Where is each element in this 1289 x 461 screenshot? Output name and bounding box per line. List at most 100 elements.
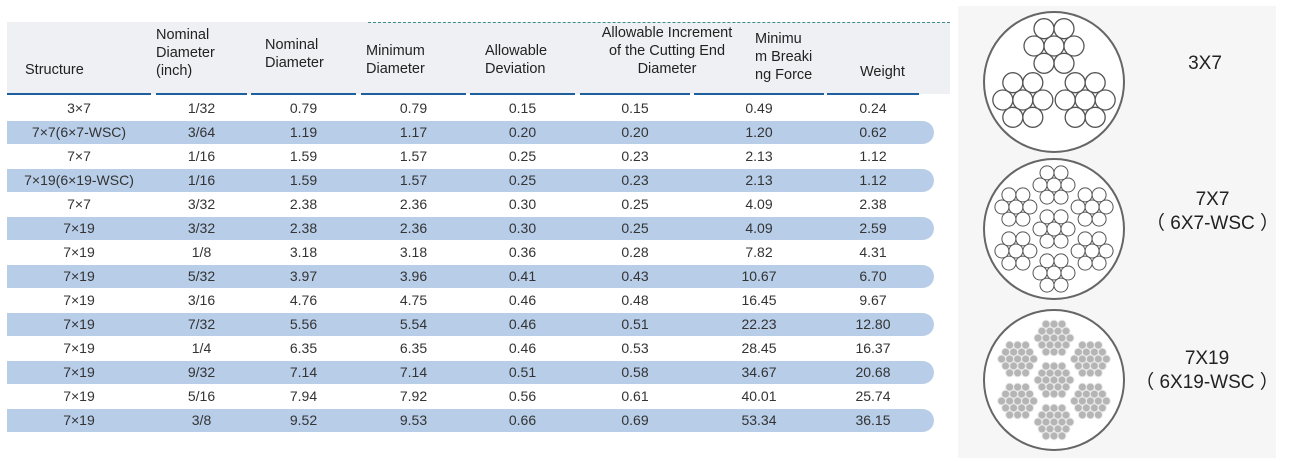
wire	[1095, 90, 1115, 110]
wire	[1022, 411, 1030, 419]
table-row: 7×19(6×19-WSC) 1/16 1.59 1.57 0.25 0.23 2.13 1.…	[7, 169, 934, 192]
table-cell: 4.76	[289, 292, 318, 308]
wire	[1062, 425, 1070, 433]
table-cell: 40.01	[741, 388, 777, 404]
table-cell: 20.68	[855, 364, 891, 380]
wire	[1054, 210, 1068, 224]
table-cell: 7×19	[63, 412, 95, 428]
wire	[1094, 383, 1102, 391]
wire	[1040, 278, 1054, 292]
table-cell: 1/16	[187, 172, 216, 188]
header-rule	[694, 93, 824, 95]
table-cell: 5/16	[187, 388, 216, 404]
wire	[1002, 404, 1010, 412]
header-allowable-increment: Allowable Increment of the Cutting End Dia…	[601, 25, 733, 77]
table-cell: 3.97	[289, 268, 318, 284]
table-cell: 0.61	[621, 388, 649, 404]
7x19-cross-section-diagram	[980, 306, 1130, 454]
table-cell: 0.20	[621, 124, 649, 140]
wire	[1023, 73, 1043, 93]
wire	[1078, 212, 1092, 226]
wire	[1054, 166, 1068, 180]
table-cell: 0.46	[508, 340, 537, 356]
wire	[1040, 190, 1054, 204]
table-cell: 1.59	[289, 148, 318, 164]
wire	[1003, 107, 1023, 127]
wire	[1033, 178, 1047, 192]
wire	[1071, 200, 1085, 214]
wire	[1054, 234, 1068, 248]
header-rule	[470, 93, 575, 95]
wire	[1054, 53, 1074, 73]
table-cell: 0.41	[508, 268, 537, 284]
wire	[1065, 73, 1085, 93]
table-cell: 1/8	[191, 244, 212, 260]
wire	[1002, 188, 1016, 202]
table-cell: 0.20	[508, 124, 537, 140]
table-cell: 4.09	[745, 196, 773, 212]
table-cell: 3.96	[399, 268, 428, 284]
table-cell: 0.36	[508, 244, 537, 260]
wire	[1054, 278, 1068, 292]
wire	[1016, 232, 1030, 246]
table-cell: 0.69	[621, 412, 649, 428]
table-row: 7×7(6×7-WSC) 3/64 1.19 1.17 0.20 0.20 1.20 0.62	[7, 121, 934, 144]
table-cell: 1/32	[187, 100, 216, 116]
header-nominal-diameter: Nominal Diameter	[265, 37, 324, 71]
wire	[1042, 404, 1050, 412]
wire	[1094, 341, 1102, 349]
wire	[1047, 178, 1061, 192]
table-cell: 1.12	[859, 148, 887, 164]
wire	[998, 355, 1006, 363]
wire	[1055, 90, 1075, 110]
wire	[1002, 256, 1016, 270]
wire	[1058, 404, 1066, 412]
table-row: 7×19 3/32 2.38 2.36 0.30 0.25 4.09 2.59	[7, 217, 934, 240]
table-cell: 7×19	[63, 388, 95, 404]
wire	[1022, 383, 1030, 391]
wire	[1085, 200, 1099, 214]
wire	[1092, 212, 1106, 226]
table-cell: 6.70	[859, 268, 887, 284]
wire	[1024, 36, 1044, 56]
wire	[1066, 334, 1074, 342]
wire	[1016, 256, 1030, 270]
table-cell: 0.15	[621, 100, 649, 116]
table-cell: 16.45	[741, 292, 777, 308]
table-cell: 0.43	[621, 268, 649, 284]
table-cell: 6.35	[399, 340, 428, 356]
wire	[1070, 355, 1078, 363]
table-row: 7×19 3/16 4.76 4.75 0.46 0.48 16.45 9.67	[7, 289, 934, 312]
wire	[1009, 200, 1023, 214]
wire	[1030, 397, 1038, 405]
table-cell: 1/4	[191, 340, 212, 356]
table-cell: 0.66	[508, 412, 537, 428]
table-cell: 3/16	[187, 292, 216, 308]
table-row: 7×19 5/32 3.97 3.96 0.41 0.43 10.67 6.70	[7, 265, 934, 288]
table-cell: 9.67	[859, 292, 887, 308]
table-cell: 1/16	[187, 148, 216, 164]
table-cell: 0.46	[508, 316, 537, 332]
table-cell: 4.09	[745, 220, 773, 236]
table-cell: 16.37	[855, 340, 891, 356]
table-cell: 0.30	[508, 196, 537, 212]
wire	[1061, 178, 1075, 192]
table-cell: 12.80	[855, 316, 891, 332]
table-cell: 0.25	[621, 220, 649, 236]
table-cell: 0.79	[289, 100, 318, 116]
wire	[1002, 232, 1016, 246]
wire	[1064, 36, 1084, 56]
wire	[1003, 73, 1023, 93]
table-cell: 1.57	[399, 172, 428, 188]
wire	[1050, 320, 1058, 328]
table-cell: 0.25	[621, 196, 649, 212]
wire	[1006, 383, 1014, 391]
wire	[1078, 232, 1092, 246]
wire	[1006, 369, 1014, 377]
table-cell: 2.38	[289, 220, 318, 236]
label-7x7: 7X7 （ 6X7-WSC ）	[1145, 189, 1280, 234]
label-7x19: 7X19 （ 6X19-WSC ）	[1135, 348, 1279, 393]
3x7-cross-section-diagram	[980, 8, 1130, 156]
wire	[1102, 397, 1110, 405]
wire	[1050, 404, 1058, 412]
